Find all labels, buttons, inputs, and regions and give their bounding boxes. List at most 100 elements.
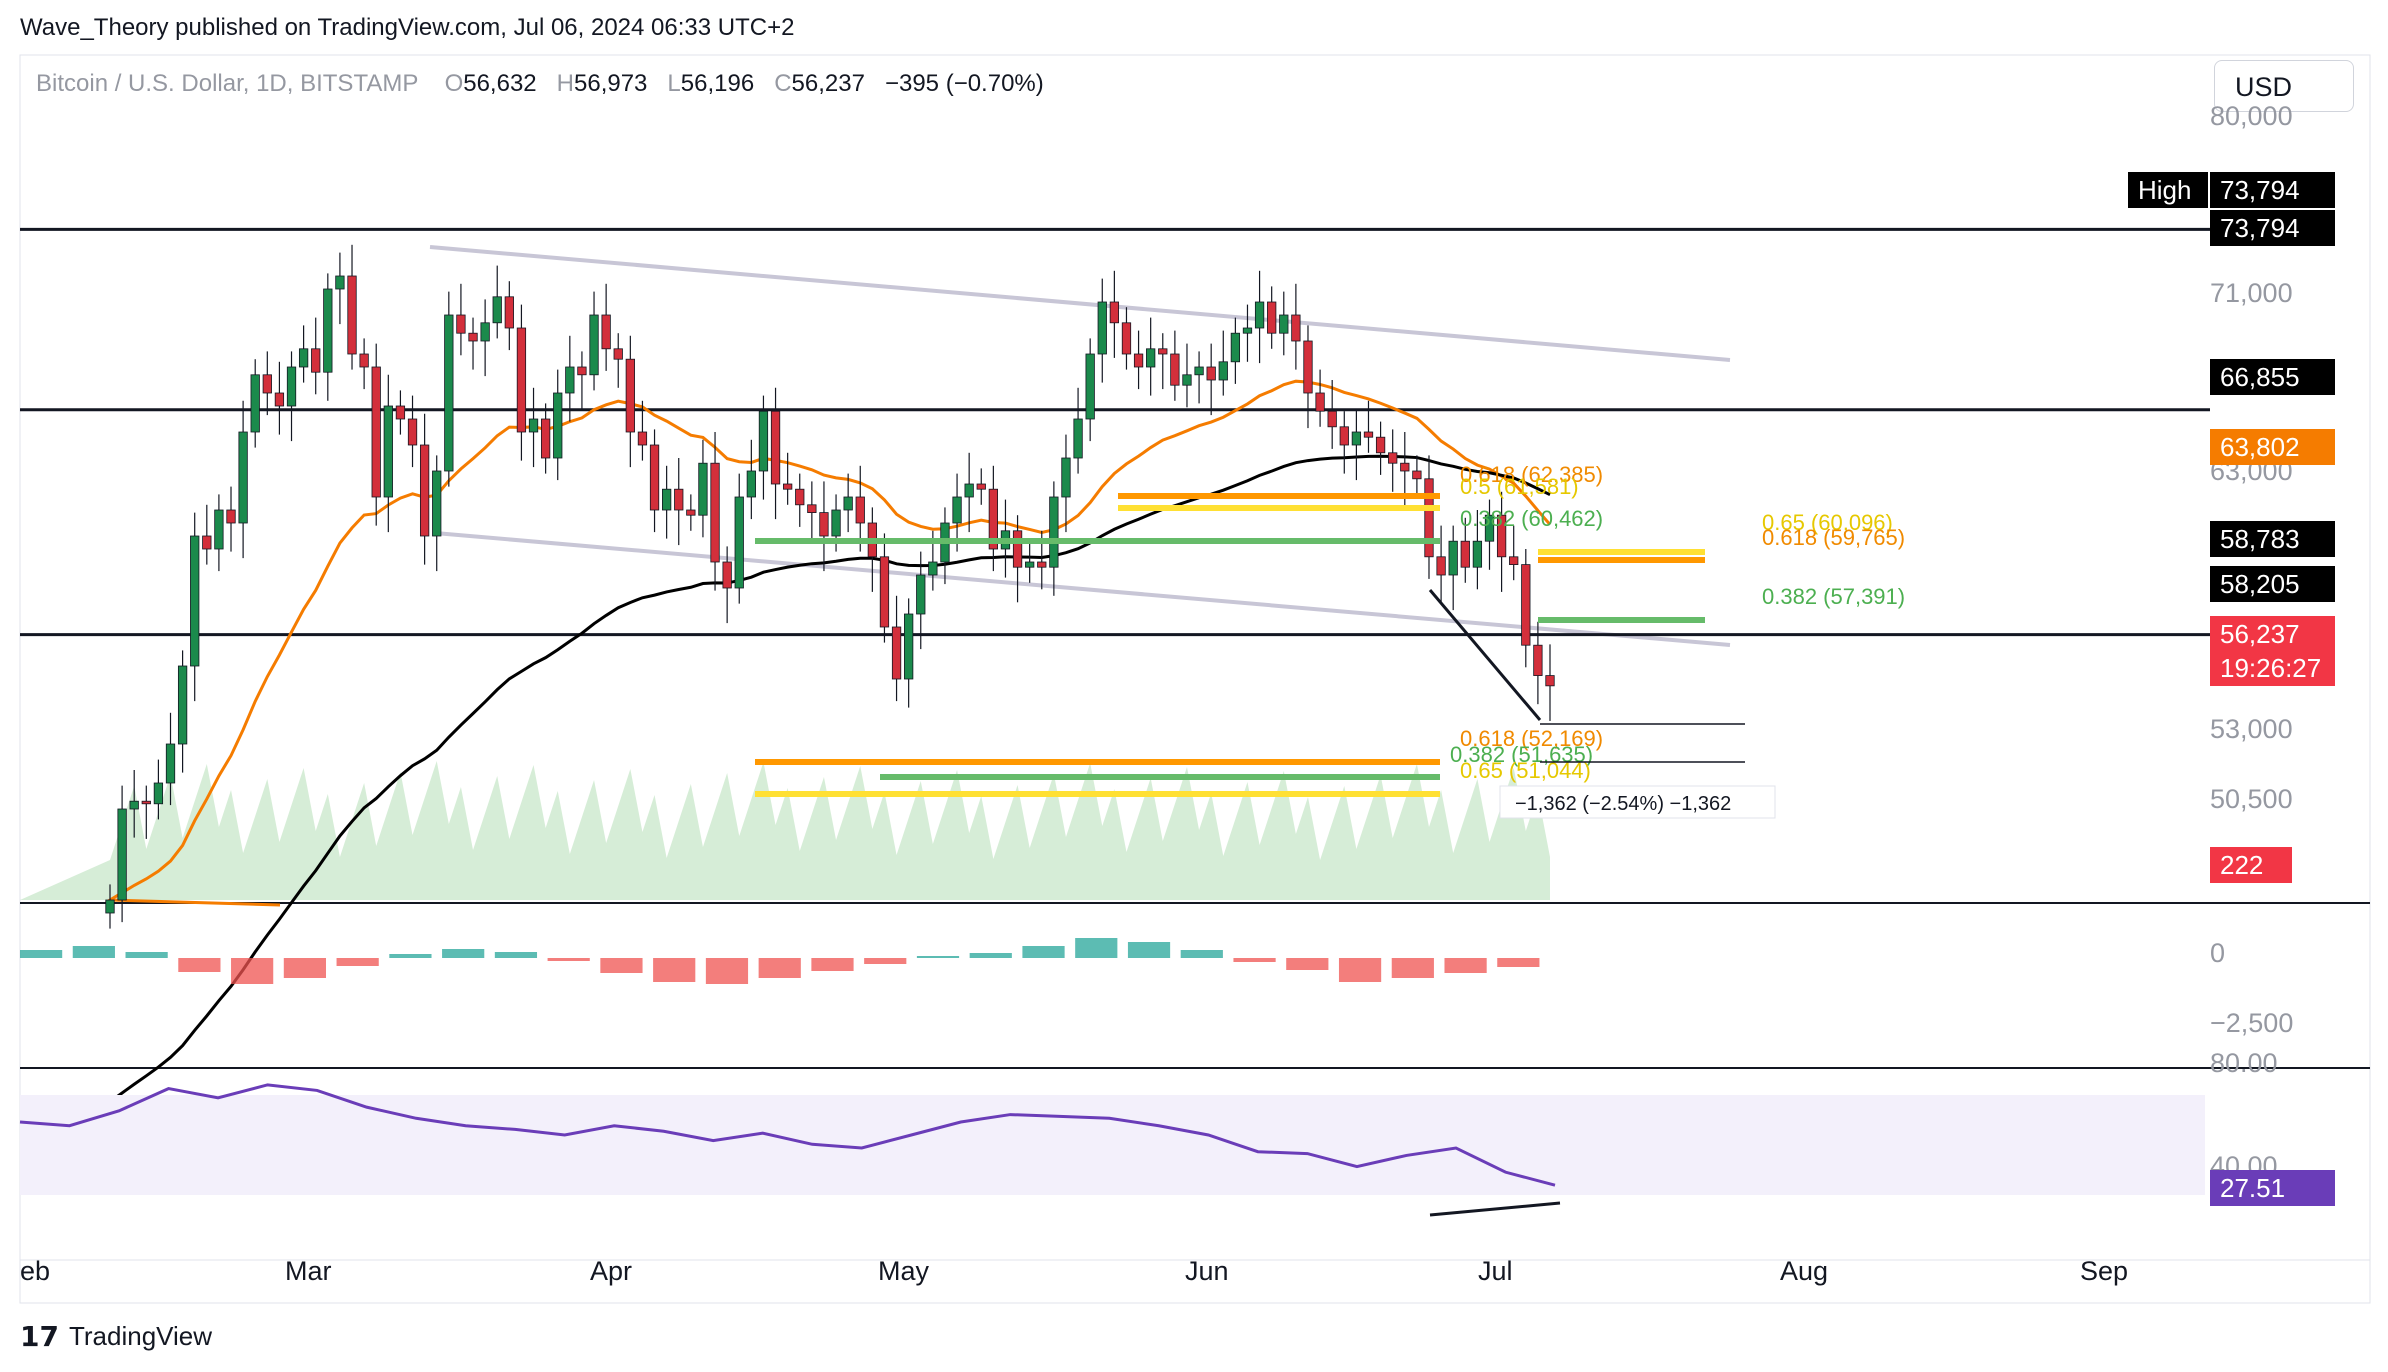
price-tag-value: 73,794	[2220, 213, 2300, 243]
macd-histogram-bar	[864, 958, 907, 964]
candle-body	[807, 504, 817, 513]
price-tag-bg	[2128, 172, 2208, 208]
tradingview-logo-icon: 𝟭𝟳	[20, 1321, 59, 1352]
y-axis-tick-label: 80,000	[2210, 101, 2293, 131]
macd-histogram-bar	[811, 958, 854, 971]
candle-body	[686, 509, 696, 516]
candle-body	[770, 410, 781, 485]
measure-label: −1,362 (−2.54%) −1,362	[1515, 793, 1731, 815]
candle-body	[1303, 340, 1313, 394]
candle-body	[1218, 361, 1228, 381]
low-label: L	[667, 70, 681, 97]
candle-body	[1424, 478, 1434, 558]
candle-body	[1037, 561, 1047, 568]
candle-body	[1533, 644, 1543, 676]
price-tag-bg	[2210, 650, 2335, 686]
candle-body	[625, 358, 635, 433]
x-axis-tick-label: Aug	[1780, 1256, 1828, 1286]
candle-body	[758, 410, 769, 472]
candle-body	[323, 288, 333, 373]
price-tag-value: 56,237	[2220, 619, 2300, 649]
fib-label: 0.618 (59,765)	[1762, 525, 1905, 550]
candle-body	[879, 556, 890, 628]
y-axis-tick-label: 0	[2210, 938, 2225, 968]
candle-body	[1012, 530, 1023, 568]
candle-body	[746, 470, 756, 498]
candle-body	[1327, 410, 1337, 428]
candle-body	[1254, 301, 1265, 329]
candle-body	[383, 405, 393, 498]
candle-body	[286, 366, 297, 407]
candle-body	[504, 296, 514, 329]
candle-body	[1436, 556, 1446, 576]
x-axis-tick-label: May	[878, 1256, 930, 1286]
x-axis-tick-label: Apr	[590, 1256, 632, 1286]
candle-body	[1242, 327, 1253, 334]
macd-histogram-bar	[653, 958, 696, 982]
currency-button[interactable]: USD	[2214, 60, 2354, 112]
candle-body	[190, 535, 200, 667]
high-value: 56,973	[574, 70, 648, 97]
x-axis-tick-label: Jul	[1478, 1256, 1513, 1286]
candle-body	[153, 782, 164, 805]
candle-body	[1194, 366, 1204, 376]
macd-histogram-bar	[969, 953, 1012, 958]
rsi-line	[19, 1083, 1556, 1187]
candle-body	[589, 314, 599, 376]
candle-body	[1363, 431, 1374, 438]
price-tag-bg	[2210, 566, 2335, 602]
candle-body	[274, 392, 285, 407]
candle-body	[226, 509, 236, 524]
candle-body	[528, 418, 539, 433]
open-value: 56,632	[463, 70, 537, 97]
candle-body	[855, 496, 865, 524]
candle-body	[662, 488, 672, 511]
candle-body	[250, 374, 260, 433]
candle-body	[649, 444, 660, 511]
candle-body	[540, 418, 551, 459]
candle-body	[202, 535, 212, 550]
price-tag-value: 19:26:27	[2220, 653, 2321, 683]
fib-label: 0.618 (52,169)	[1460, 726, 1603, 751]
x-axis-tick-label: Jun	[1185, 1256, 1229, 1286]
candle-body	[1388, 452, 1398, 464]
macd-histogram-bar	[1180, 950, 1223, 958]
price-tag-bg	[2210, 429, 2335, 465]
candle-body	[1412, 470, 1422, 480]
low-value: 56,196	[680, 70, 755, 97]
candle-body	[1170, 353, 1180, 386]
candle-body	[480, 322, 490, 342]
candle-body	[117, 808, 127, 901]
y-axis-tick-label: 50,500	[2210, 784, 2293, 814]
candle-body	[1206, 366, 1216, 381]
publisher-line: Wave_Theory published on TradingView.com…	[20, 14, 795, 41]
candle-body	[1049, 496, 1059, 568]
price-tag-value: 63,802	[2220, 432, 2300, 462]
footer-brand[interactable]: 𝟭𝟳 TradingView	[20, 1320, 212, 1353]
candle-body	[214, 509, 224, 550]
candle-body	[1484, 514, 1495, 542]
candle-body	[1158, 348, 1168, 355]
candle-body	[891, 626, 902, 680]
macd-histogram-bar	[547, 958, 590, 961]
candle-body	[565, 366, 575, 394]
candle-body	[601, 314, 611, 350]
macd-histogram-bar	[1233, 958, 1276, 962]
candle-body	[928, 561, 938, 576]
fib-label: 0.382 (51,635)	[1450, 742, 1593, 767]
macd-histogram-bar	[283, 958, 326, 978]
macd-histogram-bar	[705, 958, 749, 984]
candle-body	[395, 405, 406, 420]
price-tag-value: 27.51	[2220, 1173, 2285, 1203]
macd-histogram-bar	[1286, 958, 1329, 970]
candle-body	[165, 743, 176, 784]
macd-histogram-bar	[494, 952, 538, 958]
candle-body	[637, 431, 648, 446]
candle-body	[1182, 374, 1192, 386]
fib-label: 0.65 (60,096)	[1762, 510, 1893, 535]
price-tag-bg	[2210, 616, 2335, 652]
candle-body	[238, 431, 248, 524]
candle-body	[105, 899, 115, 914]
